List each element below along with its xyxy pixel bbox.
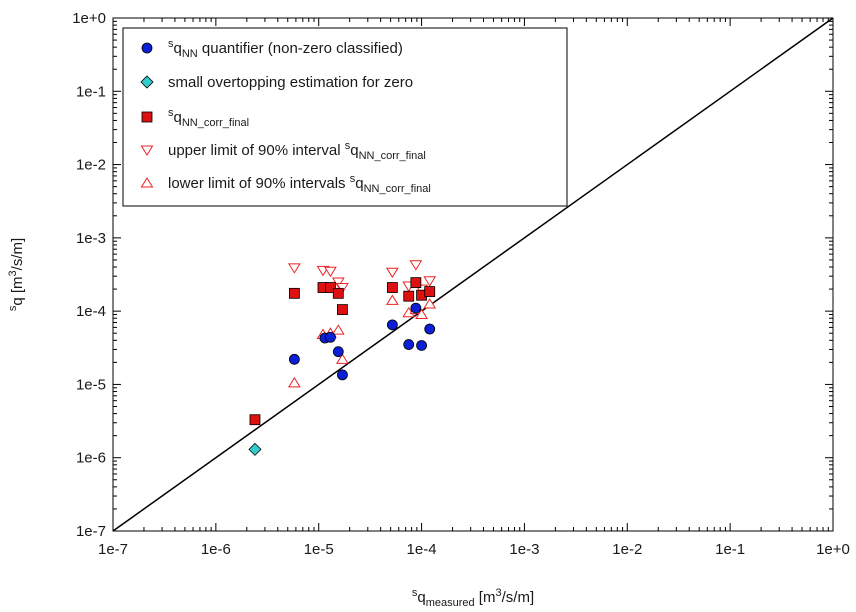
legend-item-lower: lower limit of 90% intervals sqNN_corr_f… bbox=[140, 173, 431, 195]
legend-label-nn: sqNN quantifier (non-zero classified) bbox=[168, 38, 403, 60]
y-axis-label: sq [m3/s/m] bbox=[7, 238, 26, 311]
legend-marker-lower bbox=[140, 177, 154, 188]
corr-point bbox=[249, 414, 261, 426]
upper-point bbox=[409, 260, 423, 271]
x-tick-label: 1e+0 bbox=[816, 541, 850, 558]
series-nn bbox=[288, 302, 436, 381]
series-small bbox=[248, 442, 262, 456]
nn-point bbox=[424, 323, 436, 335]
y-tick-label: 1e-4 bbox=[76, 303, 106, 320]
x-tick-label: 1e-2 bbox=[612, 541, 642, 558]
corr-point bbox=[325, 282, 336, 293]
legend-marker-small bbox=[140, 75, 154, 89]
x-tick-label: 1e-7 bbox=[98, 541, 128, 558]
legend-item-upper: upper limit of 90% interval sqNN_corr_fi… bbox=[140, 140, 426, 162]
nn-point bbox=[337, 369, 348, 381]
legend-label-lower: lower limit of 90% intervals sqNN_corr_f… bbox=[168, 173, 431, 195]
x-axis-label: sqmeasured [m3/s/m] bbox=[412, 587, 534, 609]
lower-point bbox=[336, 353, 349, 364]
lower-point bbox=[423, 298, 437, 309]
corr-point bbox=[337, 304, 348, 315]
x-tick-label: 1e-1 bbox=[715, 541, 745, 558]
y-tick-label: 1e-7 bbox=[76, 523, 106, 540]
reference-line bbox=[112, 17, 834, 532]
legend-marker-nn bbox=[141, 42, 153, 54]
nn-point bbox=[288, 353, 300, 365]
corr-point bbox=[424, 286, 436, 297]
lower-point bbox=[287, 376, 301, 388]
nn-point bbox=[386, 319, 398, 331]
upper-point bbox=[423, 276, 437, 287]
nn-point bbox=[403, 339, 415, 350]
lower-point bbox=[385, 294, 399, 305]
plot-area: 1e-7 1e-6 1e-5 1e-4 1e-3 1e-2 1e-1 1e+0 1e-7 1e-6… bbox=[7, 10, 850, 609]
corr-point bbox=[410, 277, 422, 289]
legend-item-corr: sqNN_corr_final bbox=[141, 107, 249, 129]
series-corr bbox=[249, 277, 436, 426]
corr-point bbox=[288, 287, 300, 299]
upper-point bbox=[385, 267, 399, 279]
y-tick-label: 1e-1 bbox=[76, 83, 106, 100]
legend-box bbox=[122, 27, 568, 207]
y-tick-label: 1e-3 bbox=[76, 230, 106, 247]
nn-point bbox=[410, 302, 422, 314]
y-tick-label: 1e+0 bbox=[72, 10, 106, 27]
y-tick-label: 1e-6 bbox=[76, 450, 106, 467]
legend-item-small: small overtopping estimation for zero bbox=[140, 74, 413, 91]
x-tick-label: 1e-3 bbox=[509, 541, 539, 558]
nn-point bbox=[325, 331, 336, 343]
small-point bbox=[248, 442, 262, 456]
lower-point bbox=[415, 308, 428, 319]
x-tick-label: 1e-5 bbox=[304, 541, 334, 558]
lower-point bbox=[331, 324, 345, 335]
plot-frame bbox=[112, 17, 834, 532]
legend-label-upper: upper limit of 90% interval sqNN_corr_fi… bbox=[168, 140, 426, 162]
x-tick-label: 1e-6 bbox=[201, 541, 231, 558]
legend-item-nn: sqNN quantifier (non-zero classified) bbox=[141, 38, 403, 60]
y-tick-label: 1e-2 bbox=[76, 157, 106, 174]
legend: sqNN quantifier (non-zero classified) sma… bbox=[122, 27, 568, 207]
upper-point bbox=[324, 266, 337, 278]
legend-marker-corr bbox=[141, 111, 153, 123]
nn-point bbox=[332, 346, 344, 358]
upper-point bbox=[287, 263, 301, 274]
corr-point bbox=[386, 282, 398, 293]
minor-ticks bbox=[113, 18, 833, 531]
legend-label-corr: sqNN_corr_final bbox=[168, 107, 249, 129]
y-tick-label: 1e-5 bbox=[76, 376, 106, 393]
series-upper bbox=[287, 260, 437, 296]
nn-point bbox=[416, 340, 427, 351]
legend-marker-upper bbox=[140, 145, 154, 156]
corr-point bbox=[403, 290, 415, 302]
corr-point bbox=[332, 287, 344, 299]
legend-label-small: small overtopping estimation for zero bbox=[168, 74, 413, 91]
x-tick-label: 1e-4 bbox=[407, 541, 437, 558]
